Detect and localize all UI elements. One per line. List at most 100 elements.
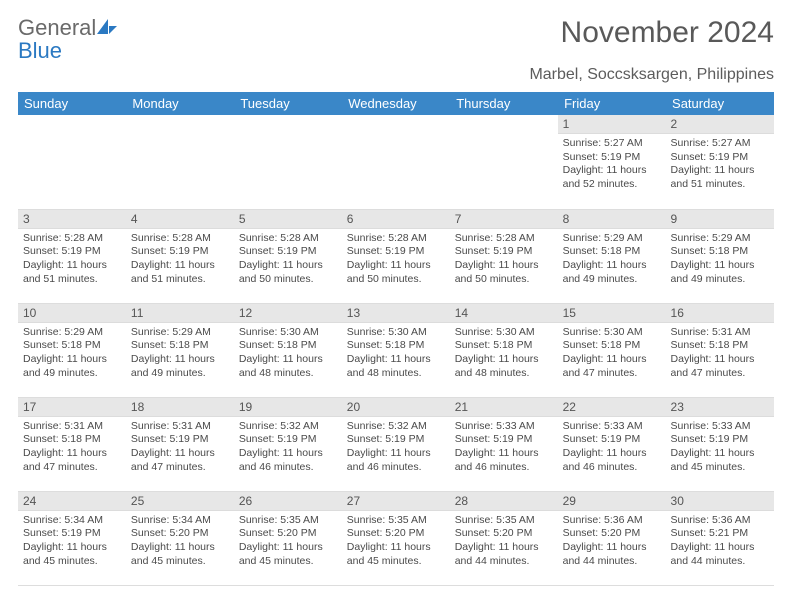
day-body: Sunrise: 5:36 AMSunset: 5:21 PMDaylight:… <box>666 511 774 573</box>
sunrise-text: Sunrise: 5:27 AM <box>671 137 769 151</box>
calendar-cell: 7Sunrise: 5:28 AMSunset: 5:19 PMDaylight… <box>450 209 558 303</box>
daylight-text: and 46 minutes. <box>347 461 445 475</box>
sunset-text: Sunset: 5:18 PM <box>455 339 553 353</box>
sunset-text: Sunset: 5:18 PM <box>563 339 661 353</box>
sunset-text: Sunset: 5:18 PM <box>671 339 769 353</box>
calendar-cell: 14Sunrise: 5:30 AMSunset: 5:18 PMDayligh… <box>450 303 558 397</box>
daylight-text: Daylight: 11 hours <box>239 447 337 461</box>
day-body: Sunrise: 5:27 AMSunset: 5:19 PMDaylight:… <box>666 134 774 196</box>
day-header: Monday <box>126 92 234 115</box>
daylight-text: Daylight: 11 hours <box>347 447 445 461</box>
sunrise-text: Sunrise: 5:29 AM <box>23 326 121 340</box>
day-header: Saturday <box>666 92 774 115</box>
daylight-text: Daylight: 11 hours <box>131 541 229 555</box>
day-header: Wednesday <box>342 92 450 115</box>
calendar-cell: 27Sunrise: 5:35 AMSunset: 5:20 PMDayligh… <box>342 491 450 585</box>
calendar-cell <box>126 115 234 209</box>
calendar-cell <box>450 115 558 209</box>
sunrise-text: Sunrise: 5:30 AM <box>455 326 553 340</box>
day-body: Sunrise: 5:33 AMSunset: 5:19 PMDaylight:… <box>450 417 558 479</box>
sunrise-text: Sunrise: 5:33 AM <box>563 420 661 434</box>
calendar-cell: 20Sunrise: 5:32 AMSunset: 5:19 PMDayligh… <box>342 397 450 491</box>
calendar-cell: 17Sunrise: 5:31 AMSunset: 5:18 PMDayligh… <box>18 397 126 491</box>
sunrise-text: Sunrise: 5:36 AM <box>671 514 769 528</box>
sunrise-text: Sunrise: 5:29 AM <box>563 232 661 246</box>
sunrise-text: Sunrise: 5:31 AM <box>131 420 229 434</box>
day-header-row: SundayMondayTuesdayWednesdayThursdayFrid… <box>18 92 774 115</box>
day-body: Sunrise: 5:28 AMSunset: 5:19 PMDaylight:… <box>450 229 558 291</box>
day-body: Sunrise: 5:32 AMSunset: 5:19 PMDaylight:… <box>342 417 450 479</box>
day-body: Sunrise: 5:31 AMSunset: 5:18 PMDaylight:… <box>18 417 126 479</box>
daylight-text: Daylight: 11 hours <box>563 259 661 273</box>
daylight-text: Daylight: 11 hours <box>563 353 661 367</box>
day-body: Sunrise: 5:29 AMSunset: 5:18 PMDaylight:… <box>126 323 234 385</box>
day-number: 30 <box>666 492 774 511</box>
daylight-text: and 44 minutes. <box>671 555 769 569</box>
day-number: 2 <box>666 115 774 134</box>
day-header: Friday <box>558 92 666 115</box>
day-number: 21 <box>450 398 558 417</box>
day-number: 16 <box>666 304 774 323</box>
sunrise-text: Sunrise: 5:32 AM <box>239 420 337 434</box>
calendar-cell: 11Sunrise: 5:29 AMSunset: 5:18 PMDayligh… <box>126 303 234 397</box>
brand-word2: Blue <box>18 38 62 63</box>
sunset-text: Sunset: 5:19 PM <box>563 151 661 165</box>
daylight-text: Daylight: 11 hours <box>131 447 229 461</box>
day-number: 9 <box>666 210 774 229</box>
daylight-text: Daylight: 11 hours <box>23 447 121 461</box>
daylight-text: and 44 minutes. <box>563 555 661 569</box>
day-number: 3 <box>18 210 126 229</box>
sunset-text: Sunset: 5:19 PM <box>239 245 337 259</box>
sunrise-text: Sunrise: 5:36 AM <box>563 514 661 528</box>
day-number: 4 <box>126 210 234 229</box>
day-body: Sunrise: 5:35 AMSunset: 5:20 PMDaylight:… <box>342 511 450 573</box>
sunset-text: Sunset: 5:19 PM <box>347 433 445 447</box>
day-number: 28 <box>450 492 558 511</box>
sunset-text: Sunset: 5:19 PM <box>239 433 337 447</box>
day-number: 22 <box>558 398 666 417</box>
daylight-text: and 47 minutes. <box>131 461 229 475</box>
sunrise-text: Sunrise: 5:27 AM <box>563 137 661 151</box>
day-number: 18 <box>126 398 234 417</box>
calendar-cell: 18Sunrise: 5:31 AMSunset: 5:19 PMDayligh… <box>126 397 234 491</box>
sunset-text: Sunset: 5:19 PM <box>563 433 661 447</box>
day-number: 27 <box>342 492 450 511</box>
day-number: 23 <box>666 398 774 417</box>
sunrise-text: Sunrise: 5:29 AM <box>131 326 229 340</box>
sunrise-text: Sunrise: 5:30 AM <box>239 326 337 340</box>
calendar-week-row: 10Sunrise: 5:29 AMSunset: 5:18 PMDayligh… <box>18 303 774 397</box>
daylight-text: Daylight: 11 hours <box>23 259 121 273</box>
day-number: 6 <box>342 210 450 229</box>
daylight-text: and 49 minutes. <box>671 273 769 287</box>
calendar-week-row: 24Sunrise: 5:34 AMSunset: 5:19 PMDayligh… <box>18 491 774 585</box>
day-number: 11 <box>126 304 234 323</box>
daylight-text: Daylight: 11 hours <box>455 353 553 367</box>
daylight-text: Daylight: 11 hours <box>455 259 553 273</box>
calendar-week-row: 1Sunrise: 5:27 AMSunset: 5:19 PMDaylight… <box>18 115 774 209</box>
daylight-text: Daylight: 11 hours <box>23 541 121 555</box>
day-body: Sunrise: 5:33 AMSunset: 5:19 PMDaylight:… <box>666 417 774 479</box>
day-number: 20 <box>342 398 450 417</box>
sunset-text: Sunset: 5:20 PM <box>563 527 661 541</box>
daylight-text: Daylight: 11 hours <box>239 541 337 555</box>
daylight-text: and 49 minutes. <box>23 367 121 381</box>
daylight-text: Daylight: 11 hours <box>23 353 121 367</box>
daylight-text: and 46 minutes. <box>563 461 661 475</box>
day-body: Sunrise: 5:28 AMSunset: 5:19 PMDaylight:… <box>342 229 450 291</box>
sunset-text: Sunset: 5:18 PM <box>23 339 121 353</box>
calendar-cell: 28Sunrise: 5:35 AMSunset: 5:20 PMDayligh… <box>450 491 558 585</box>
daylight-text: and 47 minutes. <box>563 367 661 381</box>
daylight-text: and 46 minutes. <box>239 461 337 475</box>
sunset-text: Sunset: 5:19 PM <box>23 527 121 541</box>
daylight-text: and 50 minutes. <box>455 273 553 287</box>
daylight-text: and 47 minutes. <box>671 367 769 381</box>
sunrise-text: Sunrise: 5:28 AM <box>455 232 553 246</box>
day-body: Sunrise: 5:35 AMSunset: 5:20 PMDaylight:… <box>234 511 342 573</box>
daylight-text: Daylight: 11 hours <box>455 447 553 461</box>
sunrise-text: Sunrise: 5:28 AM <box>239 232 337 246</box>
sunset-text: Sunset: 5:19 PM <box>671 433 769 447</box>
day-body: Sunrise: 5:33 AMSunset: 5:19 PMDaylight:… <box>558 417 666 479</box>
day-number: 13 <box>342 304 450 323</box>
calendar-cell: 19Sunrise: 5:32 AMSunset: 5:19 PMDayligh… <box>234 397 342 491</box>
daylight-text: and 50 minutes. <box>347 273 445 287</box>
